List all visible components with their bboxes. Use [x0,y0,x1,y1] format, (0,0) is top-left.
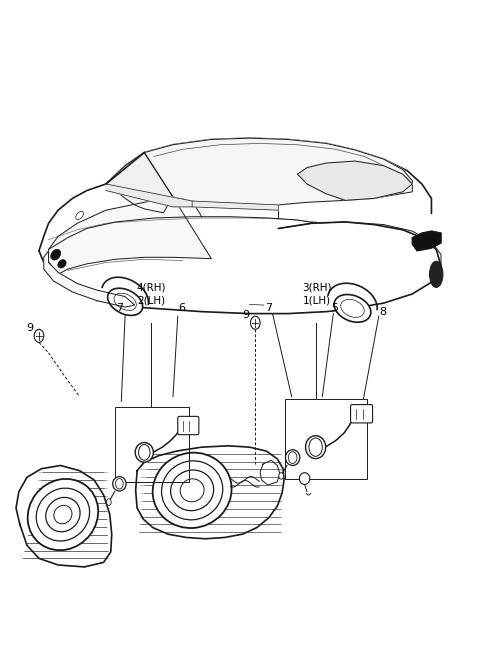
Text: 3(RH)
1(LH): 3(RH) 1(LH) [302,283,331,305]
Ellipse shape [286,450,300,466]
Polygon shape [144,138,412,206]
FancyBboxPatch shape [178,417,199,435]
Ellipse shape [58,260,66,268]
Ellipse shape [113,477,126,491]
Text: 4(RH)
2(LH): 4(RH) 2(LH) [137,283,166,305]
Text: 9: 9 [26,323,33,333]
Ellipse shape [28,479,98,550]
Polygon shape [298,161,412,200]
Ellipse shape [306,436,325,459]
Polygon shape [136,446,284,539]
Ellipse shape [135,443,154,462]
Circle shape [107,499,111,505]
Bar [115,407,189,482]
Polygon shape [106,153,173,213]
Bar [286,399,367,479]
Ellipse shape [300,473,310,484]
Text: 5: 5 [331,303,338,314]
Polygon shape [106,184,192,207]
Ellipse shape [153,453,231,528]
Circle shape [279,473,284,480]
Text: 9: 9 [242,310,249,320]
Ellipse shape [430,261,443,287]
Ellipse shape [334,295,371,322]
Text: 8: 8 [379,306,386,317]
Text: 7: 7 [265,303,272,314]
Ellipse shape [51,249,61,260]
Text: 7: 7 [116,303,123,314]
Polygon shape [16,466,112,567]
FancyBboxPatch shape [350,405,372,423]
Circle shape [251,316,260,329]
Polygon shape [192,201,278,210]
Polygon shape [412,231,441,251]
Polygon shape [48,197,211,274]
Ellipse shape [108,288,143,316]
Text: 6: 6 [178,303,185,314]
Circle shape [34,329,44,342]
Polygon shape [44,251,135,307]
